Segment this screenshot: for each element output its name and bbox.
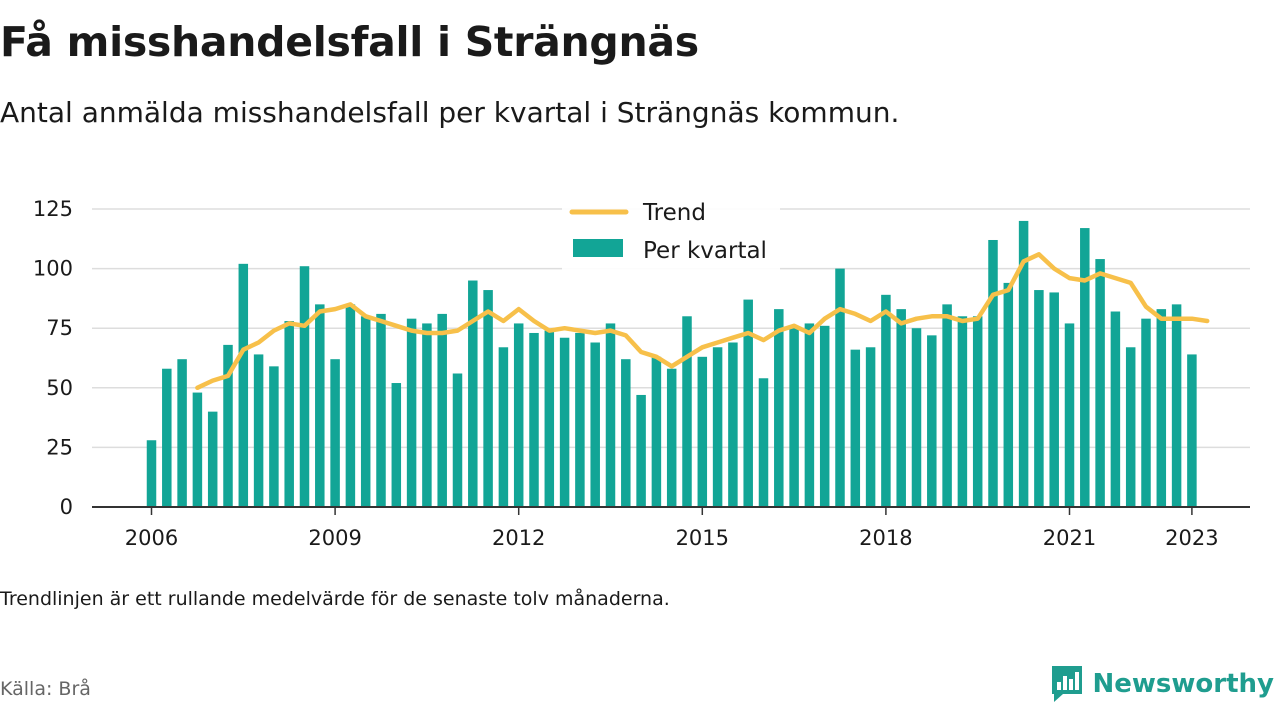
bar [789,325,799,507]
bar [452,373,463,507]
bar [804,323,815,507]
bar [238,263,249,507]
bar [575,332,585,507]
bar [529,332,539,507]
bar [835,268,845,507]
bar [988,239,998,507]
bar [284,321,294,507]
chart-subtitle: Antal anmälda misshandelsfall per kvarta… [0,96,900,129]
bar [422,323,432,507]
bar [728,342,738,507]
bar [743,299,753,507]
bar [774,309,784,507]
bar [1125,347,1136,507]
y-tick-label: 0 [60,495,73,519]
bar [483,290,493,507]
bar [1049,292,1059,507]
bar [1080,228,1090,507]
bar [360,316,371,507]
y-tick-label: 125 [33,197,73,221]
bar [376,313,386,507]
bar [177,359,187,507]
bar [269,366,279,507]
y-tick-label: 50 [46,376,73,400]
x-tick-label: 2018 [859,526,912,550]
bar [972,316,983,507]
bar [1187,354,1197,507]
bar [513,323,524,507]
bar [605,323,616,507]
bar [1034,290,1044,507]
bar [559,337,570,507]
bar [207,411,218,507]
brand-logo: Newsworthy [1049,664,1274,704]
bar [896,309,906,507]
bar [391,383,402,507]
bar [651,356,662,507]
x-tick-label: 2006 [125,526,178,550]
bar [1141,318,1151,507]
axes: 0 25 50 75 100 125 2006 2009 2012 2015 2018 2021 202… [33,197,1250,550]
bar [865,347,876,507]
x-tick-label: 2023 [1165,526,1218,550]
bar [345,304,356,507]
bar [253,354,264,507]
bar [697,356,708,507]
bar [1110,311,1121,507]
bar [1171,304,1182,507]
footnote: Trendlinjen är ett rullande medelvärde f… [0,588,670,610]
x-tick-label: 2012 [492,526,545,550]
legend-bar-swatch [573,239,623,257]
bar [957,316,968,507]
y-tick-label: 100 [33,257,73,281]
source-label: Källa: Brå [0,678,91,700]
y-tick-label: 75 [46,316,73,340]
trend-line-layer [195,252,1210,391]
bar [881,294,891,507]
chart-title: Få misshandelsfall i Strängnäs [0,18,699,66]
legend-background [562,192,780,272]
bar [758,378,769,507]
bar [192,392,203,507]
bar [315,304,325,507]
bar [544,330,555,507]
bar [406,318,417,507]
bar [146,440,157,507]
x-tick-label: 2015 [676,526,729,550]
bar [590,342,600,507]
legend-label-per-kvartal: Per kvartal [643,238,767,264]
bar [498,347,509,507]
bar [850,349,861,507]
x-tick-label: 2021 [1043,526,1096,550]
legend: Trend Per kvartal [562,192,780,272]
bar [468,280,478,507]
bar [636,394,646,507]
bar [1003,282,1014,507]
bar [621,359,631,507]
bar [942,304,952,507]
x-tick-label: 2009 [308,526,361,550]
bar [1095,259,1105,507]
bar [712,347,723,507]
y-tick-label: 25 [46,435,73,459]
bar [162,368,172,507]
newsworthy-logo-icon [1051,666,1082,702]
bar [927,335,937,507]
bar [682,316,692,507]
bar [819,325,830,507]
legend-label-trend: Trend [642,200,706,226]
bar [223,344,233,507]
bar [1156,309,1167,507]
bar [1064,323,1075,507]
trend-line [195,252,1210,391]
bar-line-chart: 0 25 50 75 100 125 2006 2009 2012 2015 2018 2021 202… [33,192,1250,550]
bar [911,328,922,507]
bar [330,359,340,507]
bar [299,266,310,507]
bars-per-kvartal [146,220,1197,508]
bar [1018,220,1029,508]
bar [666,368,677,507]
bar [437,313,447,507]
brand-name: Newsworthy [1092,669,1274,699]
